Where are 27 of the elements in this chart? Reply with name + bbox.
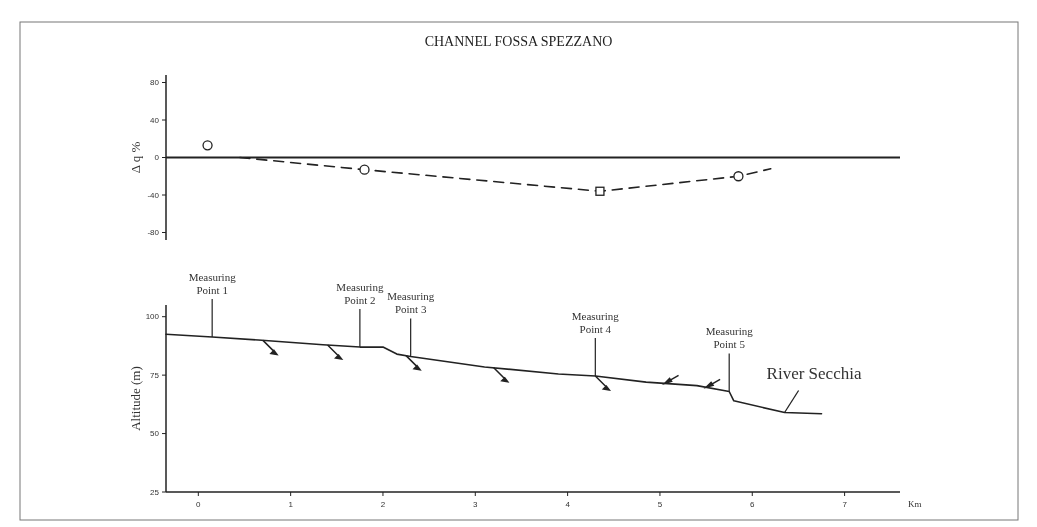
x-tick-label: 4 [565,500,571,509]
annotation: Measuring Point 4 [571,310,620,336]
x-tick-label: 2 [380,500,386,509]
annotation: River Secchia [766,363,862,383]
y-tick-label: 80 [150,78,160,88]
y-axis-title: Δ q % [128,141,143,174]
x-tick-label: 6 [750,500,756,509]
annotation: Measuring Point 5 [705,325,754,351]
y-tick-label: 0 [154,153,160,163]
x-axis-title: Km [908,499,922,509]
x-tick-label: 3 [473,500,479,509]
y-tick-label: 50 [150,429,160,439]
x-tick-label: 1 [288,500,294,509]
x-tick-label: 5 [657,500,663,509]
x-tick-label: 0 [196,500,202,509]
x-tick-label: 7 [842,500,848,509]
y-tick-label: 40 [150,115,160,125]
y-tick-label: 75 [150,370,160,380]
y-tick-label: 100 [145,312,160,322]
annotation: Measuring Point 3 [387,290,435,316]
y-tick-label: -80 [147,228,160,238]
y-tick-label: 25 [150,487,160,497]
annotation: Measuring Point 2 [336,281,384,307]
y-axis-title: Altitude (m) [128,366,143,431]
chart-title: CHANNEL FOSSA SPEZZANO [424,34,613,49]
y-tick-label: -40 [147,190,160,200]
annotation: Measuring Point 1 [188,271,237,297]
